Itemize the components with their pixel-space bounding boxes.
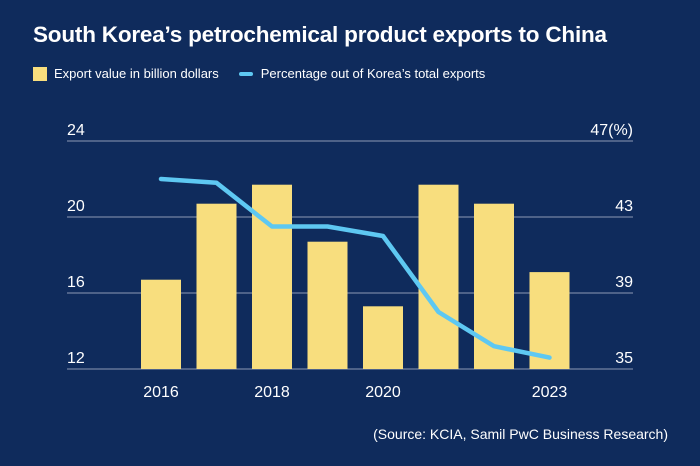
bar <box>252 184 292 369</box>
bar <box>141 279 181 369</box>
x-tick-label: 2023 <box>532 384 568 401</box>
series-line <box>158 176 552 360</box>
legend-line-label: Percentage out of Korea’s total exports <box>260 66 486 81</box>
chart-legend: Export value in billion dollars Percenta… <box>33 66 485 81</box>
legend-line-swatch <box>238 71 253 76</box>
y-right-tick-label: 39 <box>615 274 633 291</box>
legend-item-bar: Export value in billion dollars <box>33 66 219 81</box>
bar <box>474 203 514 369</box>
bar <box>196 203 237 369</box>
x-tick-label: 2018 <box>254 384 290 401</box>
y-right-tick-label: 43 <box>615 198 633 215</box>
bar <box>363 306 403 369</box>
x-tick-label: 2016 <box>143 384 179 401</box>
bar <box>307 241 348 369</box>
source-note: (Source: KCIA, Samil PwC Business Resear… <box>373 426 668 442</box>
y-left-tick-label: 12 <box>67 350 85 367</box>
legend-bar-label: Export value in billion dollars <box>54 66 219 81</box>
y-left-tick-label: 16 <box>67 274 85 291</box>
chart-title: South Korea’s petrochemical product expo… <box>33 22 607 47</box>
y-left-tick-label: 20 <box>67 198 85 215</box>
y-right-tick-label: 47(%) <box>590 122 633 139</box>
x-tick-label: 2020 <box>365 384 401 401</box>
y-right-tick-label: 35 <box>615 350 633 367</box>
legend-item-line: Percentage out of Korea’s total exports <box>238 66 486 81</box>
y-left-tick-label: 24 <box>67 122 85 139</box>
bar <box>418 184 459 369</box>
legend-bar-swatch <box>33 66 47 81</box>
